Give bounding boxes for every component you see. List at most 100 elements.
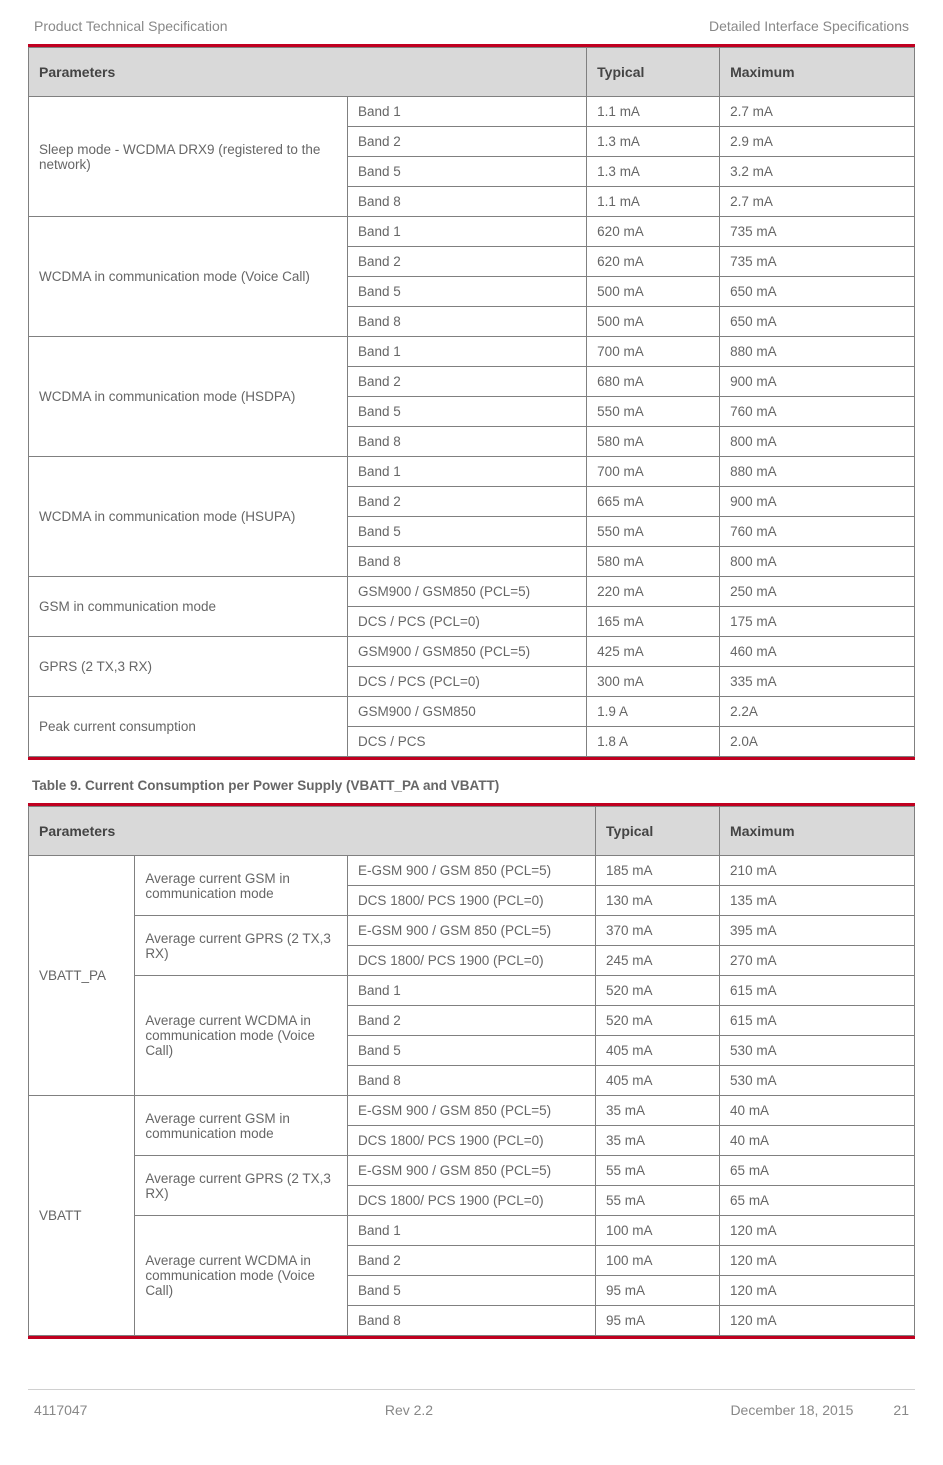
typical-cell: 500 mA	[587, 277, 720, 307]
typical-cell: 405 mA	[596, 1036, 720, 1066]
typical-cell: 1.9 A	[587, 697, 720, 727]
band-cell: Band 5	[347, 1036, 595, 1066]
maximum-cell: 120 mA	[720, 1276, 915, 1306]
band-cell: DCS / PCS (PCL=0)	[347, 607, 586, 637]
typical-cell: 370 mA	[596, 916, 720, 946]
param-label: Sleep mode - WCDMA DRX9 (registered to t…	[29, 97, 348, 217]
maximum-cell: 2.9 mA	[720, 127, 915, 157]
typical-cell: 165 mA	[587, 607, 720, 637]
maximum-cell: 2.7 mA	[720, 187, 915, 217]
th2-parameters: Parameters	[29, 807, 596, 856]
maximum-cell: 2.0A	[720, 727, 915, 757]
typical-cell: 130 mA	[596, 886, 720, 916]
table-row: Average current WCDMA in communication m…	[29, 1216, 915, 1246]
maximum-cell: 530 mA	[720, 1036, 915, 1066]
typical-cell: 100 mA	[596, 1216, 720, 1246]
maximum-cell: 135 mA	[720, 886, 915, 916]
maximum-cell: 880 mA	[720, 337, 915, 367]
band-cell: Band 1	[347, 976, 595, 1006]
maximum-cell: 800 mA	[720, 427, 915, 457]
supply-cell: VBATT	[29, 1096, 135, 1336]
maximum-cell: 395 mA	[720, 916, 915, 946]
typical-cell: 500 mA	[587, 307, 720, 337]
typical-cell: 580 mA	[587, 427, 720, 457]
typical-cell: 700 mA	[587, 337, 720, 367]
band-cell: Band 2	[347, 247, 586, 277]
param-label: WCDMA in communication mode (HSDPA)	[29, 337, 348, 457]
param-label: Average current GPRS (2 TX,3 RX)	[135, 916, 348, 976]
maximum-cell: 120 mA	[720, 1306, 915, 1336]
typical-cell: 1.3 mA	[587, 157, 720, 187]
table-row: Average current GPRS (2 TX,3 RX)E-GSM 90…	[29, 1156, 915, 1186]
typical-cell: 520 mA	[596, 1006, 720, 1036]
table-row: WCDMA in communication mode (Voice Call)…	[29, 217, 915, 247]
maximum-cell: 65 mA	[720, 1156, 915, 1186]
table-2-wrap: Parameters Typical Maximum VBATT_PAAvera…	[28, 803, 915, 1339]
band-cell: E-GSM 900 / GSM 850 (PCL=5)	[347, 856, 595, 886]
band-cell: Band 2	[347, 487, 586, 517]
maximum-cell: 800 mA	[720, 547, 915, 577]
table-row: Average current GPRS (2 TX,3 RX)E-GSM 90…	[29, 916, 915, 946]
band-cell: Band 8	[347, 547, 586, 577]
table-1-wrap: Parameters Typical Maximum Sleep mode - …	[28, 44, 915, 760]
maximum-cell: 650 mA	[720, 307, 915, 337]
maximum-cell: 250 mA	[720, 577, 915, 607]
typical-cell: 100 mA	[596, 1246, 720, 1276]
param-label: WCDMA in communication mode (HSUPA)	[29, 457, 348, 577]
param-label: GSM in communication mode	[29, 577, 348, 637]
maximum-cell: 760 mA	[720, 397, 915, 427]
param-label: Peak current consumption	[29, 697, 348, 757]
typical-cell: 245 mA	[596, 946, 720, 976]
param-label: Average current GSM in communication mod…	[135, 1096, 348, 1156]
band-cell: DCS 1800/ PCS 1900 (PCL=0)	[347, 946, 595, 976]
param-label: Average current GPRS (2 TX,3 RX)	[135, 1156, 348, 1216]
maximum-cell: 880 mA	[720, 457, 915, 487]
typical-cell: 680 mA	[587, 367, 720, 397]
maximum-cell: 3.2 mA	[720, 157, 915, 187]
table-row: WCDMA in communication mode (HSUPA)Band …	[29, 457, 915, 487]
maximum-cell: 460 mA	[720, 637, 915, 667]
table-2-caption: Table 9. Current Consumption per Power S…	[32, 778, 911, 793]
typical-cell: 1.1 mA	[587, 97, 720, 127]
band-cell: Band 2	[347, 1246, 595, 1276]
band-cell: GSM900 / GSM850 (PCL=5)	[347, 577, 586, 607]
th-maximum: Maximum	[720, 48, 915, 97]
band-cell: Band 8	[347, 1066, 595, 1096]
band-cell: Band 5	[347, 277, 586, 307]
typical-cell: 55 mA	[596, 1186, 720, 1216]
band-cell: Band 8	[347, 307, 586, 337]
typical-cell: 620 mA	[587, 217, 720, 247]
table-row: GSM in communication modeGSM900 / GSM850…	[29, 577, 915, 607]
maximum-cell: 900 mA	[720, 487, 915, 517]
band-cell: Band 2	[347, 1006, 595, 1036]
maximum-cell: 120 mA	[720, 1246, 915, 1276]
maximum-cell: 40 mA	[720, 1096, 915, 1126]
band-cell: Band 1	[347, 457, 586, 487]
typical-cell: 1.8 A	[587, 727, 720, 757]
band-cell: GSM900 / GSM850 (PCL=5)	[347, 637, 586, 667]
band-cell: Band 8	[347, 427, 586, 457]
band-cell: Band 1	[347, 97, 586, 127]
band-cell: Band 1	[347, 1216, 595, 1246]
table-row: Average current WCDMA in communication m…	[29, 976, 915, 1006]
table-row: VBATT_PAAverage current GSM in communica…	[29, 856, 915, 886]
band-cell: E-GSM 900 / GSM 850 (PCL=5)	[347, 1156, 595, 1186]
table-2: Parameters Typical Maximum VBATT_PAAvera…	[28, 806, 915, 1336]
supply-cell: VBATT_PA	[29, 856, 135, 1096]
band-cell: Band 2	[347, 127, 586, 157]
band-cell: Band 8	[347, 187, 586, 217]
maximum-cell: 175 mA	[720, 607, 915, 637]
table-row: WCDMA in communication mode (HSDPA)Band …	[29, 337, 915, 367]
typical-cell: 1.1 mA	[587, 187, 720, 217]
param-label: Average current GSM in communication mod…	[135, 856, 348, 916]
typical-cell: 665 mA	[587, 487, 720, 517]
th-typical: Typical	[587, 48, 720, 97]
maximum-cell: 735 mA	[720, 247, 915, 277]
typical-cell: 550 mA	[587, 397, 720, 427]
param-label: Average current WCDMA in communication m…	[135, 1216, 348, 1336]
maximum-cell: 335 mA	[720, 667, 915, 697]
typical-cell: 425 mA	[587, 637, 720, 667]
doc-footer: 4117047 Rev 2.2 December 18, 2015 21	[28, 1389, 915, 1418]
band-cell: E-GSM 900 / GSM 850 (PCL=5)	[347, 1096, 595, 1126]
maximum-cell: 120 mA	[720, 1216, 915, 1246]
